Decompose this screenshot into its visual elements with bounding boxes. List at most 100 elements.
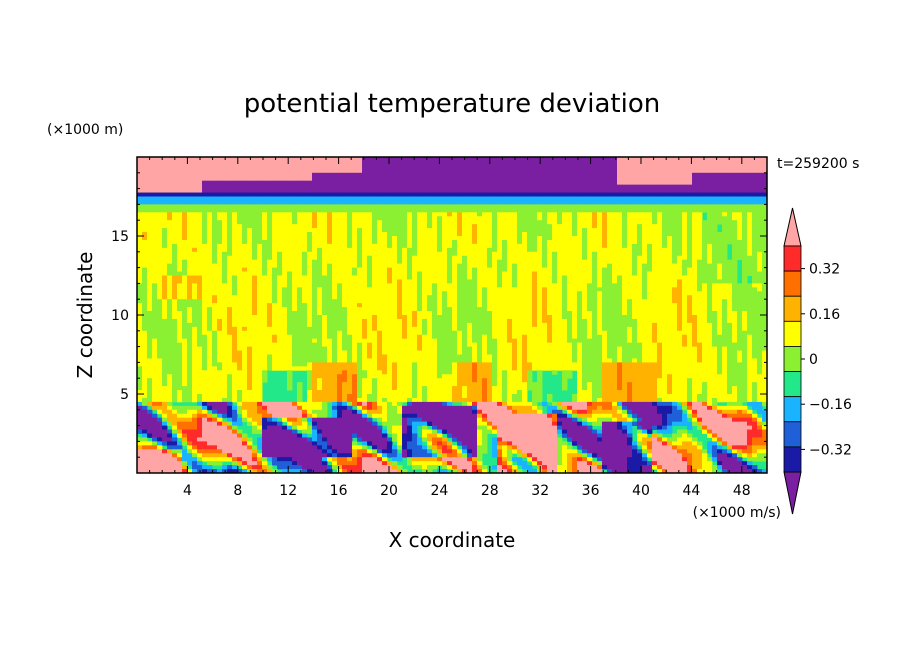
field-cell: [697, 184, 703, 189]
field-cell: [307, 220, 313, 225]
field-cell: [222, 228, 228, 233]
field-cell: [167, 176, 173, 182]
field-cell: [707, 192, 713, 197]
field-cell: [507, 287, 513, 292]
field-cell: [332, 239, 338, 245]
field-cell: [332, 200, 338, 205]
field-cell: [162, 232, 168, 237]
field-cell: [687, 287, 693, 292]
field-cell: [642, 228, 648, 233]
field-cell: [167, 283, 173, 288]
field-cell: [147, 295, 153, 300]
field-cell: [492, 172, 498, 178]
field-cell: [527, 172, 533, 178]
field-cell: [137, 279, 143, 284]
field-cell: [432, 307, 438, 312]
field-cell: [267, 251, 273, 257]
field-cell: [362, 184, 368, 189]
field-cell: [252, 212, 258, 217]
field-cell: [277, 263, 283, 268]
field-cell: [237, 192, 243, 197]
field-cell: [412, 247, 418, 253]
field-cell: [442, 172, 448, 178]
field-cell: [602, 303, 608, 308]
field-cell: [237, 243, 243, 249]
field-cell: [292, 236, 298, 241]
field-cell: [392, 271, 398, 276]
field-cell: [232, 271, 238, 276]
field-cell: [567, 271, 573, 276]
field-cell: [262, 232, 268, 237]
field-cell: [687, 176, 693, 182]
field-cell: [302, 275, 308, 280]
field-cell: [602, 259, 608, 265]
field-cell: [467, 220, 473, 225]
field-cell: [252, 311, 258, 316]
field-cell: [712, 168, 718, 174]
field-cell: [527, 311, 533, 316]
field-cell: [602, 212, 608, 217]
field-cell: [262, 212, 268, 217]
field-cell: [347, 255, 353, 261]
field-cell: [622, 271, 628, 276]
field-cell: [762, 200, 767, 205]
field-cell: [312, 243, 318, 249]
field-cell: [427, 188, 433, 193]
field-cell: [342, 208, 348, 213]
field-cell: [177, 239, 183, 245]
field-cell: [667, 216, 673, 221]
field-cell: [412, 168, 418, 174]
field-cell: [142, 172, 148, 178]
field-cell: [677, 263, 683, 268]
field-cell: [152, 307, 158, 312]
field-cell: [387, 295, 393, 300]
field-cell: [297, 239, 303, 245]
field-cell: [522, 160, 528, 166]
field-cell: [732, 287, 738, 292]
field-cell: [372, 307, 378, 312]
field-cell: [432, 243, 438, 249]
field-cell: [362, 243, 368, 249]
field-cell: [257, 303, 263, 308]
field-cell: [447, 263, 453, 268]
field-cell: [137, 228, 143, 233]
field-cell: [437, 287, 443, 292]
field-cell: [682, 275, 688, 280]
field-cell: [297, 307, 303, 312]
field-cell: [152, 287, 158, 292]
field-cell: [642, 307, 648, 312]
field-cell: [627, 303, 633, 308]
field-cell: [222, 220, 228, 225]
field-cell: [557, 176, 563, 182]
field-cell: [302, 239, 308, 245]
field-cell: [487, 184, 493, 189]
field-cell: [567, 259, 573, 265]
field-cell: [662, 176, 668, 182]
field-cell: [147, 216, 153, 221]
field-cell: [232, 228, 238, 233]
field-cell: [152, 255, 158, 261]
field-cell: [152, 271, 158, 276]
field-cell: [662, 212, 668, 217]
field-cell: [282, 295, 288, 300]
field-cell: [407, 228, 413, 233]
field-cell: [237, 299, 243, 304]
field-cell: [152, 291, 158, 296]
field-cell: [252, 232, 258, 237]
field-cell: [152, 263, 158, 268]
field-cell: [162, 172, 168, 178]
field-cell: [377, 299, 383, 304]
field-cell: [517, 307, 523, 312]
field-cell: [647, 259, 653, 265]
field-cell: [637, 212, 643, 217]
field-cell: [207, 236, 213, 241]
field-cell: [502, 259, 508, 265]
field-cell: [597, 236, 603, 241]
field-cell: [697, 236, 703, 241]
field-cell: [412, 263, 418, 268]
field-cell: [752, 263, 758, 268]
field-cell: [747, 180, 753, 186]
field-cell: [607, 157, 613, 162]
field-cell: [537, 180, 543, 186]
